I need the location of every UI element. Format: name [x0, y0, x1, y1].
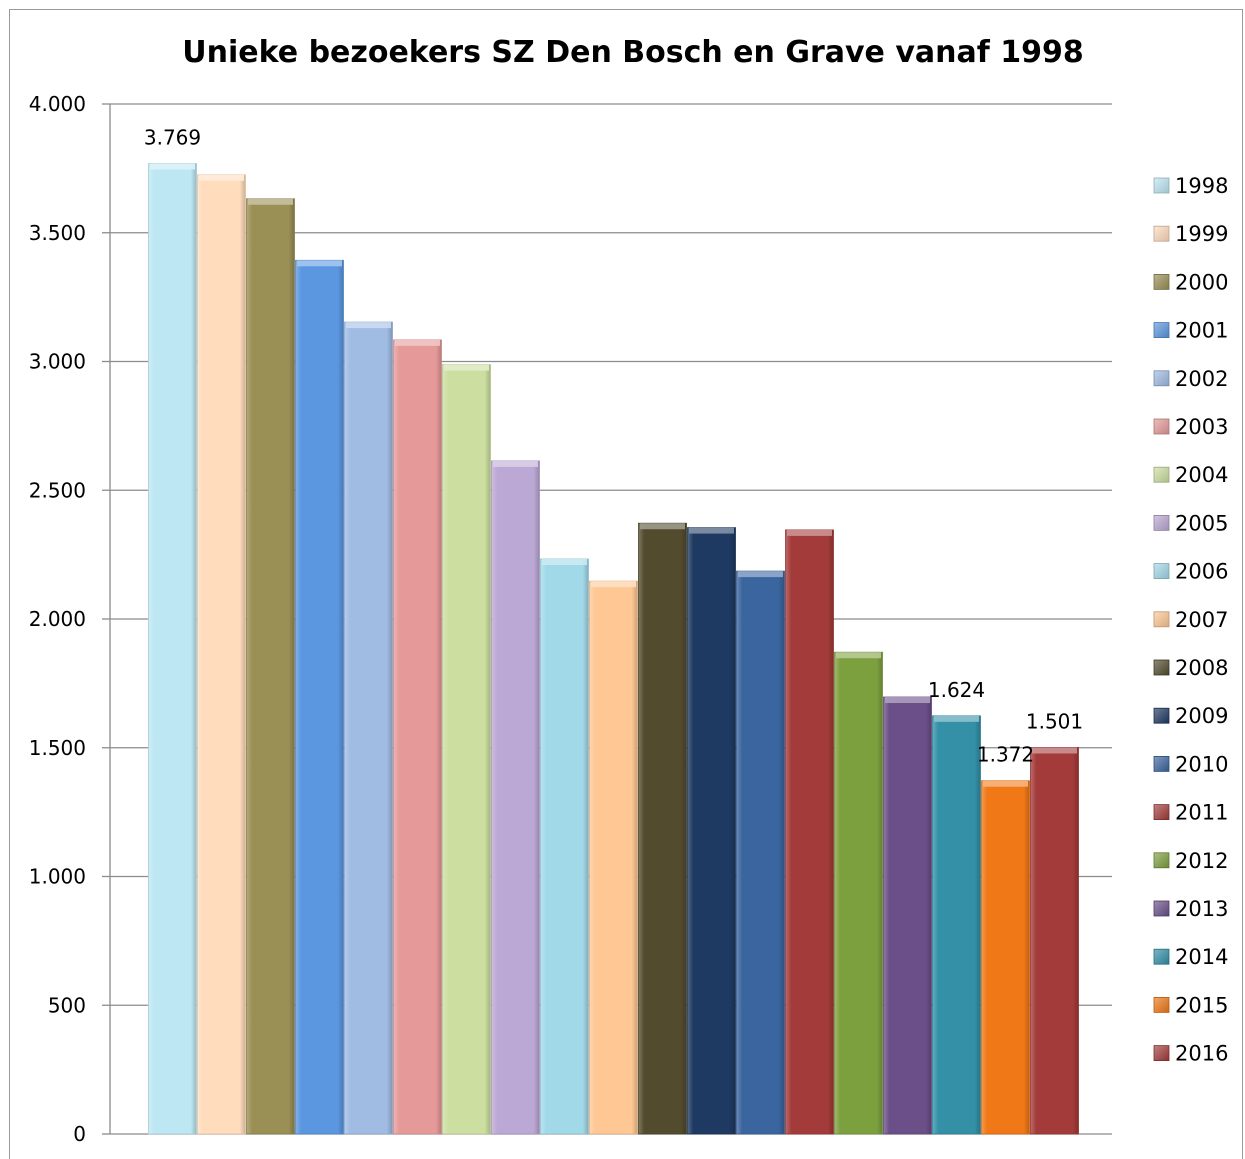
- legend-label-2010: 2010: [1175, 752, 1228, 776]
- bars: [148, 163, 1079, 1135]
- legend-label-2009: 2009: [1175, 704, 1228, 728]
- bar-2006: [540, 558, 589, 1135]
- legend-label-1999: 1999: [1175, 222, 1228, 246]
- bar-2007: [589, 580, 638, 1135]
- bar-top-bevel: [787, 529, 832, 536]
- bar-top-bevel: [199, 174, 244, 181]
- legend-swatch-2002: [1153, 370, 1170, 387]
- bar-2000: [246, 198, 295, 1135]
- legend-swatch-2015: [1153, 997, 1170, 1013]
- legend: 1998 1999 2000 2001 2002 2003 2004 2005 2006 2007…: [1153, 174, 1228, 1066]
- legend-label-2011: 2011: [1175, 801, 1228, 825]
- legend-label-2005: 2005: [1175, 511, 1228, 535]
- legend-label-2003: 2003: [1175, 415, 1228, 439]
- y-tick-label: 3.000: [29, 350, 86, 374]
- y-axis-ticks: 0 500 1.000 1.500 2.000 2.500 3.000 3.500 4.000: [29, 92, 86, 1146]
- legend-label-2004: 2004: [1175, 463, 1228, 487]
- bar-2004: [442, 364, 491, 1135]
- legend-label-2016: 2016: [1175, 1042, 1228, 1066]
- bar-2008: [638, 522, 687, 1135]
- bar-top-bevel: [297, 260, 342, 267]
- y-tick-label: 2.000: [29, 607, 86, 631]
- legend-swatch-2001: [1153, 322, 1170, 339]
- bar-top-bevel: [150, 163, 195, 170]
- bar-top-bevel: [1032, 747, 1077, 754]
- legend-swatch-2004: [1153, 466, 1170, 483]
- legend-swatch-1999: [1153, 225, 1170, 242]
- bar-top-bevel: [248, 198, 293, 205]
- bar-2003: [393, 339, 442, 1135]
- legend-swatch-2010: [1153, 756, 1170, 772]
- y-tick-label: 500: [48, 993, 86, 1017]
- legend-label-2000: 2000: [1175, 270, 1228, 294]
- legend-swatch-1998: [1153, 177, 1170, 194]
- bar-top-bevel: [493, 460, 538, 467]
- bar-top-bevel: [934, 715, 979, 722]
- bar-top-bevel: [395, 339, 440, 346]
- bar-top-bevel: [836, 652, 881, 659]
- y-tick-label: 0: [73, 1122, 86, 1146]
- data-label-2016: 1.501: [1026, 709, 1083, 733]
- bar-top-bevel: [738, 571, 783, 578]
- bar-top-bevel: [640, 523, 685, 530]
- data-labels: 3.769 1.624 1.372 1.501: [144, 125, 1083, 766]
- legend-label-2014: 2014: [1175, 945, 1228, 969]
- legend-swatch-2008: [1153, 659, 1170, 676]
- legend-label-2001: 2001: [1175, 319, 1228, 343]
- chart-title: Unieke bezoekers SZ Den Bosch en Grave v…: [182, 35, 1083, 70]
- bar-top-bevel: [444, 364, 489, 371]
- legend-swatch-2013: [1153, 900, 1170, 917]
- bar-top-bevel: [885, 697, 930, 704]
- legend-swatch-2011: [1153, 804, 1170, 820]
- y-tick-label: 4.000: [29, 92, 86, 116]
- bar-2016: [1030, 747, 1079, 1135]
- bar-top-bevel: [591, 581, 636, 588]
- legend-swatch-2006: [1153, 563, 1170, 579]
- bar-2002: [344, 321, 393, 1135]
- bar-2005: [491, 460, 540, 1135]
- legend-label-2007: 2007: [1175, 608, 1228, 632]
- legend-swatch-2000: [1153, 273, 1170, 290]
- bar-2013: [883, 696, 932, 1135]
- legend-swatch-2007: [1153, 611, 1170, 628]
- legend-label-2006: 2006: [1175, 560, 1228, 584]
- bar-2014: [932, 715, 981, 1135]
- legend-swatch-2016: [1153, 1045, 1170, 1061]
- chart-frame: [9, 9, 1243, 1159]
- legend-swatch-2003: [1153, 418, 1170, 435]
- legend-swatch-2005: [1153, 515, 1170, 531]
- bar-top-bevel: [689, 527, 734, 534]
- y-tick-label: 2.500: [29, 478, 86, 502]
- legend-label-1998: 1998: [1175, 174, 1228, 198]
- data-label-1998: 3.769: [144, 125, 201, 149]
- legend-label-2015: 2015: [1175, 993, 1228, 1017]
- y-tick-label: 1.000: [29, 865, 86, 889]
- bar-1998: [148, 163, 197, 1135]
- data-label-2015: 1.372: [977, 743, 1034, 767]
- bar-1999: [197, 174, 246, 1135]
- bar-2012: [834, 651, 883, 1135]
- legend-label-2002: 2002: [1175, 367, 1228, 391]
- y-tick-label: 1.500: [29, 736, 86, 760]
- bar-2001: [295, 259, 344, 1135]
- bar-top-bevel: [983, 780, 1028, 787]
- legend-label-2008: 2008: [1175, 656, 1228, 680]
- y-tick-label: 3.500: [29, 221, 86, 245]
- bar-top-bevel: [542, 559, 587, 566]
- legend-swatch-2014: [1153, 948, 1170, 965]
- bar-2010: [736, 570, 785, 1135]
- legend-swatch-2012: [1153, 852, 1170, 869]
- bar-top-bevel: [346, 322, 391, 329]
- data-label-2014: 1.624: [928, 678, 985, 702]
- legend-label-2013: 2013: [1175, 897, 1228, 921]
- legend-swatch-2009: [1153, 707, 1170, 724]
- bar-2009: [687, 527, 736, 1135]
- legend-label-2012: 2012: [1175, 849, 1228, 873]
- bar-2015: [981, 780, 1030, 1135]
- bar-2011: [785, 529, 834, 1135]
